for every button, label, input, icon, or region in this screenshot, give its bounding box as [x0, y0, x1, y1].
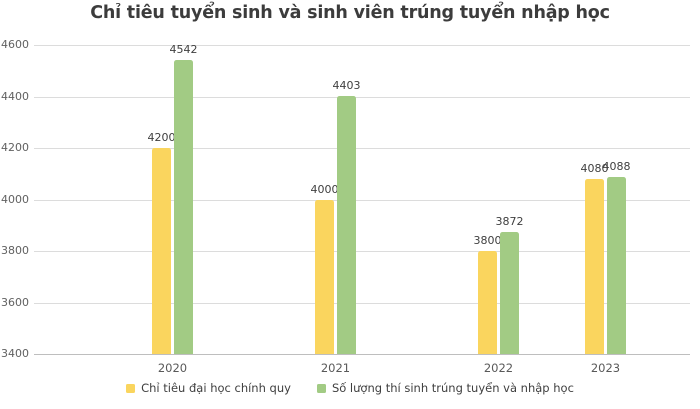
bar-group-2022: 3800 3872 2022 — [474, 45, 524, 375]
y-tick-label: 3800 — [1, 244, 29, 257]
bar-series2-2022 — [500, 232, 519, 354]
x-tick-label-2022: 2022 — [483, 361, 514, 375]
legend-item-2: Số lượng thí sinh trúng tuyển và nhập họ… — [316, 381, 574, 395]
bar-value-label: 4080 — [580, 161, 609, 175]
bar-series1-2022 — [478, 251, 497, 354]
y-tick-label: 3600 — [1, 295, 29, 309]
bar-value-label: 4088 — [602, 159, 631, 173]
legend-label: Số lượng thí sinh trúng tuyển và nhập họ… — [331, 381, 574, 395]
bar-value-label: 3872 — [495, 215, 524, 229]
bar-value-label: 4200 — [147, 131, 176, 144]
bar-series2-2023 — [607, 176, 626, 354]
gridline — [34, 45, 690, 46]
bar-group-2023: 4080 4088 2023 — [581, 45, 631, 374]
gridline — [34, 148, 690, 149]
y-tick-label: 4600 — [1, 38, 29, 51]
bar-series1-2020 — [152, 148, 171, 354]
y-tick-label: 4000 — [1, 192, 29, 206]
gridline — [34, 96, 690, 98]
bar-value-label: 4000 — [310, 182, 339, 196]
bar-group-2020: 4200 4542 2020 — [148, 43, 198, 374]
bar-series1-2023 — [585, 178, 604, 354]
bar-series1-2021 — [315, 199, 334, 354]
bar-series2-2021 — [337, 95, 356, 354]
legend: Chỉ tiêu đại học chính quy Số lượng thí s… — [0, 379, 700, 397]
x-tick-label-2023: 2023 — [590, 361, 621, 375]
x-tick-label-2021: 2021 — [320, 361, 351, 375]
y-tick-label: 3400 — [1, 347, 29, 360]
bar-value-label: 3800 — [473, 234, 502, 247]
bar-value-label: 4403 — [332, 78, 361, 92]
y-tick-label: 4200 — [1, 141, 29, 154]
plot-area: 4200 4542 2020 4000 4403 2021 3800 3872 2022 4080… — [34, 43, 690, 375]
chart-title: Chỉ tiêu tuyển sinh và sinh viên trúng t… — [90, 3, 610, 23]
bar-group-2021: 4000 4403 2021 — [311, 45, 361, 374]
x-axis-line — [34, 354, 690, 355]
legend-label: Chỉ tiêu đại học chính quy — [141, 381, 291, 395]
legend-swatch-icon — [126, 383, 136, 393]
gridline — [34, 251, 690, 252]
y-tick-label: 4400 — [1, 89, 29, 103]
gridline — [34, 199, 690, 201]
legend-item-1: Chỉ tiêu đại học chính quy — [126, 381, 291, 395]
legend-swatch-icon — [316, 383, 326, 393]
bar-value-label: 4542 — [169, 42, 198, 56]
bar-series2-2020 — [174, 59, 193, 354]
gridline — [34, 302, 690, 304]
x-tick-label-2020: 2020 — [157, 361, 188, 375]
